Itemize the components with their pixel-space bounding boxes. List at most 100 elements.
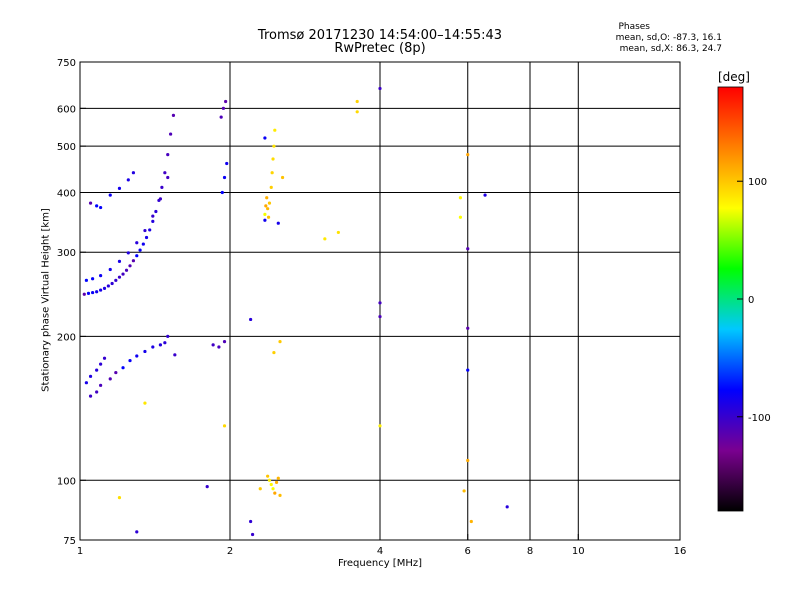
x-axis-label: Frequency [MHz]: [337, 558, 423, 569]
y-tick-label: 600: [57, 104, 76, 115]
data-point: [154, 209, 158, 214]
data-point: [466, 247, 470, 251]
data-point: [124, 268, 129, 272]
data-point: [274, 480, 279, 484]
data-point: [163, 341, 167, 345]
y-tick-label: 100: [57, 476, 76, 487]
colorbar-tick-label: 0: [748, 295, 754, 306]
data-point: [336, 230, 340, 235]
data-point: [121, 366, 125, 370]
data-point: [263, 212, 267, 216]
stats-line-x: mean, sd,X: 86.3, 24.7: [619, 44, 722, 54]
data-point: [466, 458, 470, 463]
data-point: [224, 99, 228, 104]
data-point: [272, 350, 276, 355]
colorbar-tick-label: -100: [748, 413, 771, 424]
data-point: [99, 362, 103, 366]
data-point: [505, 505, 509, 509]
colorbar-tick-label: 100: [748, 177, 767, 188]
data-point: [225, 161, 229, 166]
data-point: [220, 190, 224, 195]
data-point: [272, 144, 276, 148]
data-point: [263, 136, 267, 140]
data-point: [108, 193, 112, 197]
data-point: [250, 532, 255, 537]
grid-lines: [80, 62, 680, 540]
data-point: [108, 267, 112, 272]
data-point: [82, 292, 86, 296]
data-point: [138, 248, 142, 252]
data-point: [148, 228, 152, 232]
data-point: [266, 215, 271, 219]
data-point: [95, 368, 99, 372]
data-point: [466, 153, 470, 157]
data-point: [166, 334, 170, 338]
data-point: [205, 485, 209, 489]
data-point: [117, 495, 122, 500]
data-point: [151, 219, 155, 224]
data-point: [158, 197, 163, 201]
data-point: [276, 476, 280, 480]
x-tick-label: 16: [674, 546, 687, 557]
data-point: [91, 290, 95, 295]
data-point: [102, 356, 107, 360]
data-point: [222, 175, 227, 180]
data-point: [462, 489, 466, 493]
data-point: [355, 110, 359, 114]
data-point: [88, 374, 93, 378]
x-tick-label: 2: [227, 546, 233, 557]
data-point: [126, 251, 130, 255]
y-tick-label: 200: [57, 332, 76, 343]
data-point: [355, 99, 359, 104]
data-point: [99, 205, 103, 210]
data-point: [469, 519, 473, 524]
data-point: [269, 482, 273, 487]
y-tick-label: 400: [57, 188, 76, 199]
data-point: [114, 278, 118, 282]
data-point: [166, 175, 170, 180]
x-tick-label: 1: [77, 546, 83, 557]
data-point: [249, 317, 253, 322]
data-point: [271, 157, 275, 161]
data-point: [266, 207, 270, 211]
data-point: [144, 235, 149, 240]
data-point: [135, 254, 139, 258]
data-point: [121, 272, 125, 276]
data-point: [99, 274, 103, 278]
data-point: [126, 178, 130, 182]
data-point: [458, 196, 463, 200]
data-point: [88, 394, 93, 398]
data-point: [273, 128, 277, 132]
data-point: [86, 291, 91, 296]
data-point: [483, 193, 487, 197]
data-point: [273, 491, 277, 495]
data-point: [264, 204, 268, 208]
data-point: [378, 424, 382, 428]
stats-line-o: mean, sd,O: -87.3, 16.1: [615, 33, 722, 43]
data-point: [169, 132, 173, 136]
data-point: [378, 86, 382, 91]
chart-title-line2: RwPretec (8p): [334, 41, 426, 56]
data-point: [114, 370, 118, 375]
data-point: [249, 519, 253, 524]
x-axis-ticks: 1 2 4 6 8 10 16: [77, 534, 687, 557]
data-point: [466, 368, 470, 372]
data-point: [278, 340, 282, 344]
data-point: [117, 275, 122, 279]
data-point: [378, 315, 382, 319]
data-point: [88, 201, 93, 205]
data-point: [143, 228, 147, 233]
data-point: [222, 424, 227, 428]
data-point: [171, 113, 176, 117]
data-point: [265, 196, 269, 200]
data-points: [82, 86, 509, 537]
y-tick-label: 500: [57, 142, 76, 153]
data-point: [117, 186, 122, 190]
data-point: [258, 487, 262, 491]
data-point: [211, 343, 215, 347]
data-point: [135, 241, 139, 245]
data-point: [158, 343, 163, 347]
data-point: [271, 487, 275, 491]
data-point: [458, 215, 463, 219]
